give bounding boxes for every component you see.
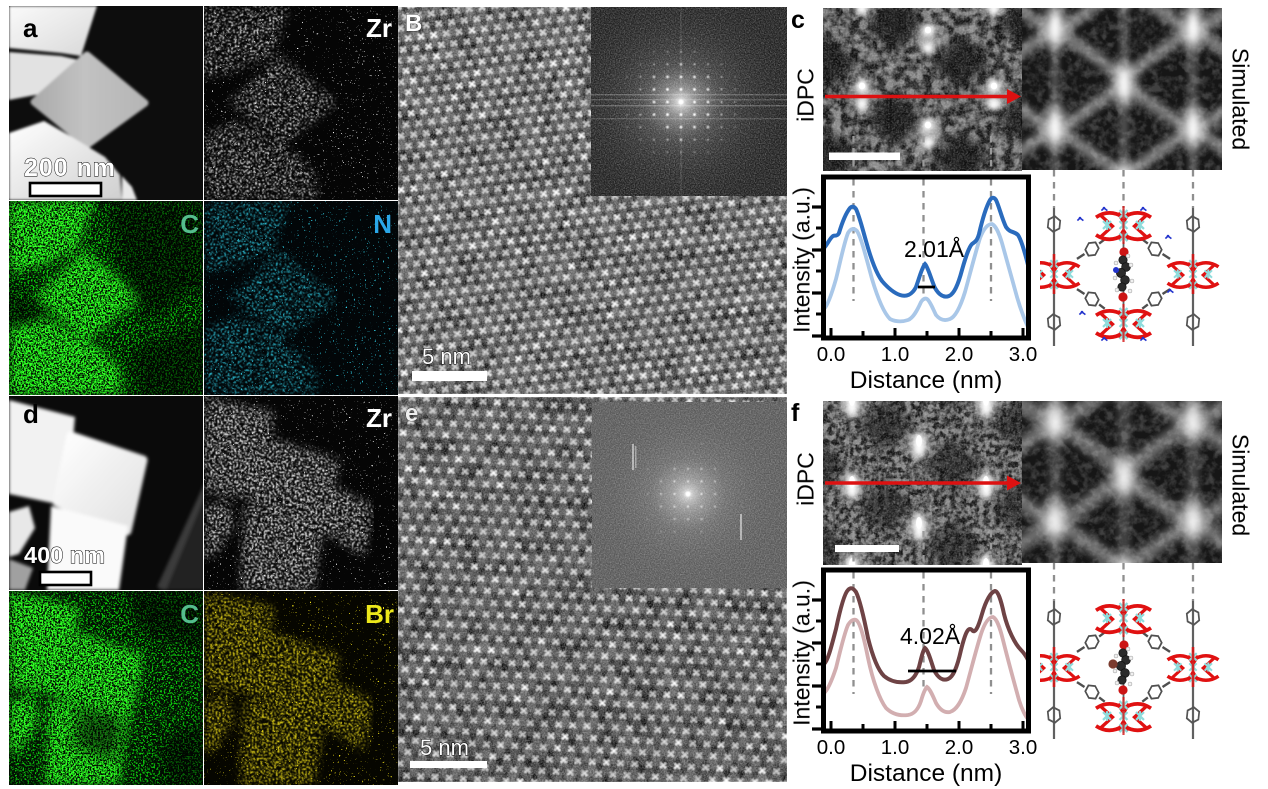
svg-text:N: N bbox=[373, 209, 392, 239]
svg-text:2.0: 2.0 bbox=[945, 736, 974, 759]
svg-text:200 nm: 200 nm bbox=[24, 154, 116, 182]
svg-text:B: B bbox=[405, 10, 422, 37]
svg-text:d: d bbox=[23, 399, 39, 429]
svg-text:1.0: 1.0 bbox=[881, 343, 910, 366]
svg-text:3.0: 3.0 bbox=[1009, 736, 1038, 759]
svg-text:Distance (nm): Distance (nm) bbox=[850, 760, 1002, 787]
svg-text:2.0: 2.0 bbox=[945, 343, 974, 366]
svg-text:5 nm: 5 nm bbox=[422, 344, 471, 369]
svg-text:e: e bbox=[405, 400, 418, 427]
svg-text:3.0: 3.0 bbox=[1009, 343, 1038, 366]
svg-text:Distance (nm): Distance (nm) bbox=[850, 367, 1002, 394]
svg-text:C: C bbox=[180, 209, 199, 239]
svg-text:0.0: 0.0 bbox=[817, 736, 846, 759]
svg-text:Br: Br bbox=[365, 599, 394, 629]
svg-text:4.02Å: 4.02Å bbox=[900, 622, 961, 649]
svg-text:a: a bbox=[23, 13, 38, 43]
svg-text:5 nm: 5 nm bbox=[420, 735, 469, 760]
svg-text:2.01Å: 2.01Å bbox=[904, 235, 965, 262]
svg-text:400 nm: 400 nm bbox=[24, 542, 105, 568]
svg-text:1.0: 1.0 bbox=[881, 736, 910, 759]
svg-text:Zr: Zr bbox=[366, 13, 392, 43]
svg-text:Zr: Zr bbox=[366, 403, 392, 433]
svg-text:C: C bbox=[180, 599, 199, 629]
svg-text:0.0: 0.0 bbox=[817, 343, 846, 366]
